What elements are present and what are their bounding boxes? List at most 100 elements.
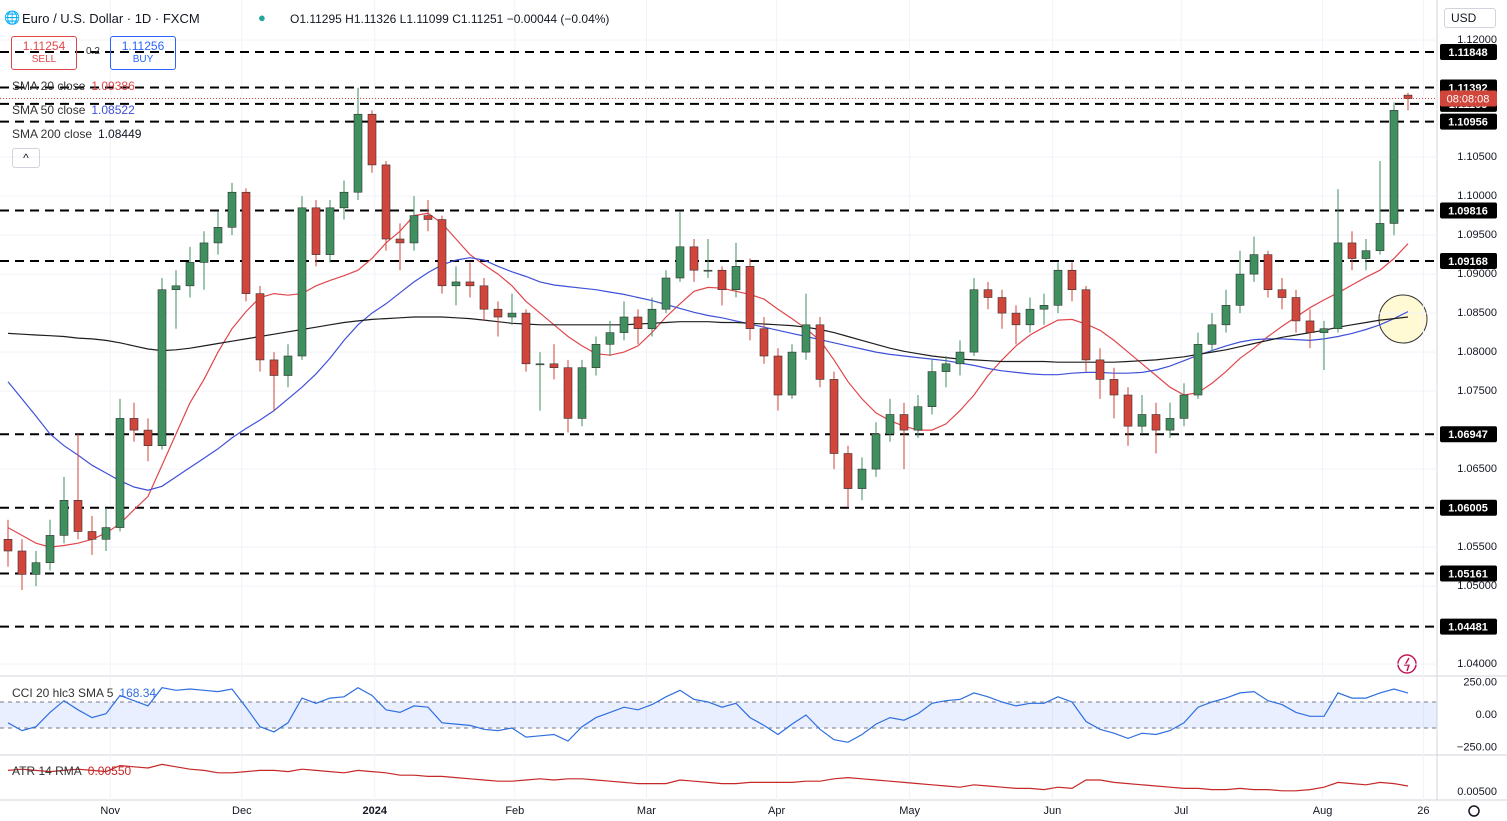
candle-body — [1305, 320, 1315, 333]
ohlc-low: L1.11099 — [399, 12, 449, 26]
candle-body — [339, 191, 349, 209]
candle-body — [1137, 414, 1147, 427]
x-tick-label: Mar — [637, 805, 656, 817]
candle-body — [1123, 394, 1133, 427]
candle-body — [1025, 308, 1035, 326]
candle-body — [1039, 305, 1049, 310]
ohlc-change: −0.00044 (−0.04%) — [506, 12, 610, 26]
candle-body — [143, 429, 153, 447]
level-label-box — [1440, 618, 1497, 635]
y-tick-label: 1.08000 — [1457, 346, 1497, 358]
candle-body — [871, 433, 881, 470]
candle-body — [689, 246, 699, 271]
candle-body — [283, 355, 293, 376]
candle-body — [703, 269, 713, 272]
candle-body — [1347, 242, 1357, 259]
atr-tick-label: 0.00500 — [1457, 786, 1497, 798]
x-tick-label: Jun — [1044, 805, 1062, 817]
legend-entry: ATR 14 RMA 0.00550 — [12, 764, 131, 778]
cci-line — [7, 686, 1409, 743]
candle-body — [787, 351, 797, 396]
y-tick-label: 1.06500 — [1457, 463, 1497, 475]
legend-name: CCI 20 hlc3 SMA 5 — [12, 686, 114, 700]
x-tick-label: Jul — [1174, 805, 1188, 817]
y-tick-label: 1.10500 — [1457, 151, 1497, 163]
legend-name: SMA 50 close — [12, 103, 86, 117]
candle-body — [87, 531, 97, 540]
y-tick-label: 1.12000 — [1457, 34, 1497, 46]
candle-body — [241, 191, 251, 294]
candle-body — [535, 363, 545, 366]
atr-line — [7, 763, 1409, 792]
legend-entry: CCI 20 hlc3 SMA 5 168.34 — [12, 686, 156, 700]
y-tick-label: 1.05500 — [1457, 541, 1497, 553]
candle-body — [1109, 379, 1119, 396]
candle-body — [857, 468, 867, 489]
candle-body — [815, 324, 825, 380]
status-dot: ● — [258, 10, 266, 25]
level-label: 1.11848 — [1448, 47, 1487, 59]
candle-body — [45, 535, 55, 563]
candle-body — [983, 289, 993, 298]
candle-body — [1179, 394, 1189, 419]
highlight-circle — [1378, 294, 1428, 344]
candle-body — [549, 363, 559, 369]
legend-name: ATR 14 RMA — [12, 764, 82, 778]
x-tick-label: Nov — [100, 805, 120, 817]
x-tick-label: May — [899, 805, 920, 817]
ohlc-close: C1.11251 — [452, 12, 504, 26]
level-label: 1.06947 — [1448, 429, 1488, 441]
candle-body — [255, 293, 265, 361]
candle-body — [619, 316, 629, 333]
level-label-box — [1440, 202, 1497, 219]
candle-body — [129, 418, 139, 431]
x-tick-label: Feb — [505, 805, 524, 817]
collapse-button[interactable]: ^ — [12, 148, 40, 168]
candle-body — [213, 227, 223, 244]
candle-body — [955, 351, 965, 365]
level-label: 1.09168 — [1448, 256, 1488, 268]
candle-body — [269, 359, 279, 376]
candle-body — [969, 289, 979, 353]
countdown-box — [1440, 90, 1497, 107]
candle-body — [997, 297, 1007, 314]
candle-body — [3, 538, 13, 552]
level-label-box — [1440, 565, 1497, 582]
candle-body — [1361, 250, 1371, 259]
settings-icon[interactable] — [1468, 805, 1480, 817]
candle-body — [493, 308, 503, 318]
candle-body — [1375, 223, 1385, 252]
candle-body — [801, 324, 811, 353]
sma-line — [7, 212, 1409, 548]
candle-body — [297, 207, 307, 357]
candle-body — [101, 527, 111, 540]
sma-line — [7, 316, 1409, 363]
level-label: 1.10956 — [1448, 116, 1488, 128]
currency-selector[interactable]: USD — [1444, 8, 1496, 28]
candle-body — [633, 316, 643, 330]
candle-body — [451, 281, 461, 287]
candle-body — [647, 308, 657, 330]
x-tick-label: Dec — [232, 805, 252, 817]
y-tick-label: 1.09500 — [1457, 229, 1497, 241]
candle-body — [927, 371, 937, 408]
candle-body — [157, 289, 167, 447]
buy-button[interactable]: 1.11256 BUY — [110, 36, 176, 70]
y-tick-label: 1.09000 — [1457, 268, 1497, 280]
candle-body — [409, 215, 419, 244]
candle-body — [73, 499, 83, 532]
level-label-box — [1440, 499, 1497, 516]
candle-body — [199, 242, 209, 263]
candle-body — [731, 266, 741, 291]
candle-body — [591, 344, 601, 369]
symbol-title: Euro / U.S. Dollar · 1D · FXCM — [22, 11, 200, 26]
candle-body — [717, 269, 727, 291]
countdown: 08:08:08 — [1447, 93, 1490, 105]
sell-button[interactable]: 1.11254 SELL — [11, 36, 77, 70]
legend-entry: SMA 200 close 1.08449 — [12, 127, 141, 141]
legend-value: 0.00550 — [87, 764, 132, 778]
level-label-box — [1440, 43, 1497, 60]
y-tick-label: 1.07500 — [1457, 385, 1497, 397]
legend-entry: SMA 20 close 1.09386 — [12, 79, 135, 93]
